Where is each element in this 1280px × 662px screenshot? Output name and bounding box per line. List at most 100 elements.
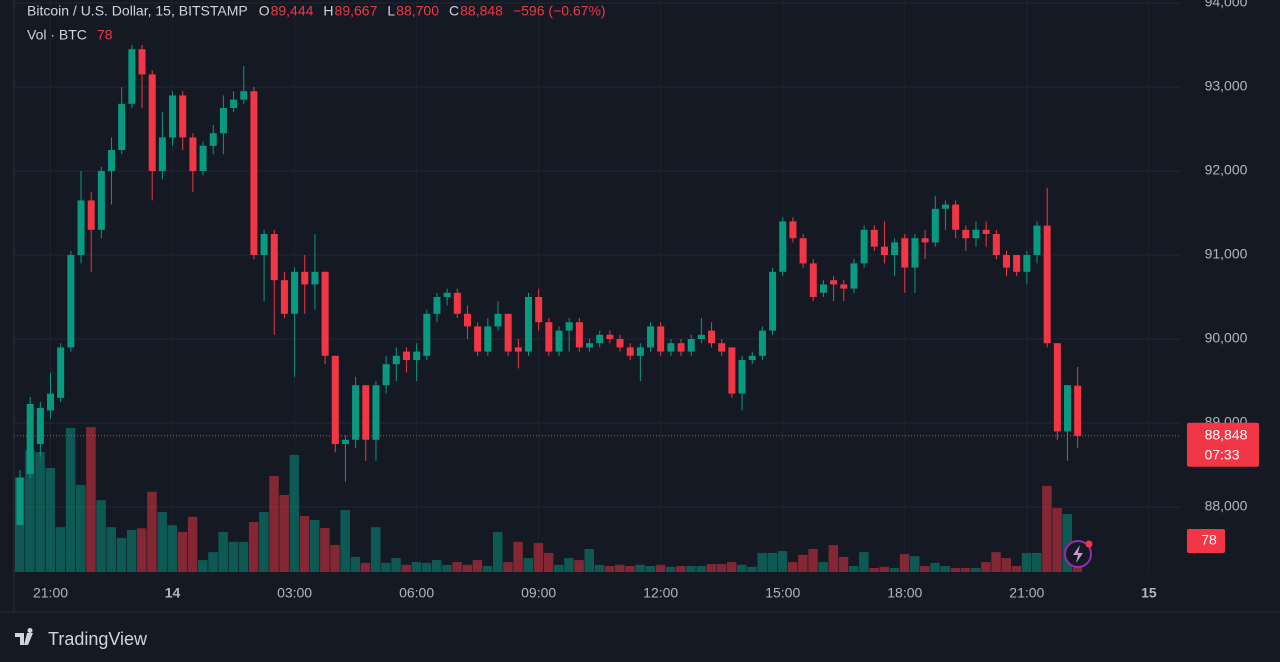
candle-body bbox=[443, 292, 451, 298]
candle-body bbox=[474, 326, 482, 352]
candle-body bbox=[941, 204, 949, 209]
price-pane bbox=[14, 45, 1180, 525]
candle-body bbox=[1023, 255, 1031, 272]
y-tick-label: 94,000 bbox=[1205, 0, 1248, 10]
volume-bar bbox=[523, 558, 533, 572]
volume-bar bbox=[309, 519, 320, 572]
candle-body bbox=[240, 91, 248, 100]
x-tick-label: 15 bbox=[1141, 585, 1157, 601]
legend-change: −596 (−0.67%) bbox=[513, 3, 606, 19]
candle-body bbox=[636, 347, 644, 356]
y-tick-label: 88,000 bbox=[1205, 498, 1248, 514]
volume-bar bbox=[76, 485, 86, 572]
candle-body bbox=[209, 133, 217, 146]
y-tick-label: 92,000 bbox=[1205, 162, 1248, 178]
candle-body bbox=[199, 145, 207, 172]
volume-bar bbox=[747, 566, 757, 572]
candle-body bbox=[402, 351, 410, 360]
volume-bar bbox=[147, 491, 157, 572]
candle-body bbox=[219, 108, 227, 134]
candle-body bbox=[1043, 225, 1051, 344]
candle-body bbox=[525, 297, 532, 352]
candle-body bbox=[830, 280, 838, 285]
last-price-box bbox=[1187, 422, 1259, 467]
volume-bar bbox=[350, 556, 361, 572]
candle-body bbox=[901, 238, 909, 268]
volume-bar bbox=[777, 550, 788, 572]
candle-body bbox=[789, 221, 797, 239]
candle-body bbox=[413, 351, 421, 360]
volume-bar bbox=[757, 552, 767, 572]
legend-key: O bbox=[259, 3, 270, 19]
volume-bar bbox=[665, 566, 676, 572]
candle-body bbox=[291, 271, 299, 314]
candle-body bbox=[352, 385, 360, 440]
x-tick-label: 21:00 bbox=[33, 585, 68, 601]
legend-key: H bbox=[323, 3, 333, 19]
volume-bar bbox=[655, 564, 666, 572]
volume-bar bbox=[370, 527, 381, 572]
volume-bar bbox=[462, 564, 472, 572]
volume-bar bbox=[391, 558, 401, 572]
volume-bar bbox=[767, 552, 778, 572]
candle-body bbox=[1033, 225, 1041, 256]
candle-body bbox=[667, 343, 675, 352]
legend-key: L bbox=[387, 3, 395, 19]
candle-body bbox=[718, 343, 726, 352]
candle-body bbox=[321, 271, 329, 356]
volume-bar bbox=[1062, 514, 1073, 572]
volume-bar bbox=[137, 528, 147, 572]
candle-body bbox=[433, 297, 441, 314]
volume-bar bbox=[533, 543, 544, 572]
candle-body bbox=[301, 271, 309, 285]
volume-bar bbox=[889, 568, 900, 572]
volume-bar bbox=[126, 529, 137, 572]
volume-value: 78 bbox=[97, 27, 113, 43]
volume-bar bbox=[1001, 558, 1011, 572]
x-tick-label: 18:00 bbox=[887, 585, 922, 601]
volume-bar bbox=[1052, 508, 1062, 572]
candle-body bbox=[138, 49, 146, 75]
brand[interactable]: TradingView bbox=[15, 628, 148, 649]
legend-value: 89,667 bbox=[335, 3, 378, 19]
volume-bar bbox=[1021, 552, 1032, 572]
volume-bar bbox=[899, 554, 910, 572]
x-tick-label: 14 bbox=[165, 585, 181, 601]
volume-bar bbox=[696, 566, 706, 572]
volume-bar bbox=[950, 568, 961, 572]
candle-body bbox=[148, 74, 156, 172]
candle-body bbox=[992, 234, 1000, 256]
x-tick-label: 09:00 bbox=[521, 585, 556, 601]
volume-bar bbox=[442, 564, 452, 572]
volume-bar bbox=[381, 562, 391, 572]
volume-bar bbox=[25, 450, 35, 572]
volume-bar bbox=[981, 562, 991, 572]
volume-bar bbox=[86, 427, 96, 572]
volume-bar bbox=[909, 556, 920, 572]
candle-body bbox=[392, 355, 400, 365]
volume-bar bbox=[208, 552, 218, 572]
candle-body bbox=[311, 271, 319, 285]
volume-bar bbox=[248, 521, 259, 572]
volume-bar bbox=[238, 541, 249, 572]
volume-bar bbox=[431, 560, 442, 572]
candle-body bbox=[189, 137, 197, 172]
candle-body bbox=[26, 404, 34, 474]
candle-body bbox=[921, 238, 929, 243]
candle-body bbox=[819, 284, 827, 293]
volume-bar bbox=[198, 560, 208, 572]
volume-bar bbox=[848, 566, 859, 572]
volume-bar bbox=[676, 566, 686, 572]
volume-bar bbox=[960, 568, 971, 572]
volume-bar bbox=[940, 566, 950, 572]
volume-bar bbox=[635, 564, 645, 572]
volume-bar bbox=[177, 531, 188, 572]
candle-body bbox=[687, 339, 695, 352]
candle-body bbox=[555, 330, 563, 352]
candle-body bbox=[626, 347, 634, 356]
candle-body bbox=[67, 255, 75, 348]
volume-bar bbox=[187, 516, 198, 572]
alert-icon[interactable] bbox=[1064, 540, 1093, 568]
x-tick-label: 12:00 bbox=[643, 585, 678, 601]
candle-body bbox=[596, 334, 604, 344]
